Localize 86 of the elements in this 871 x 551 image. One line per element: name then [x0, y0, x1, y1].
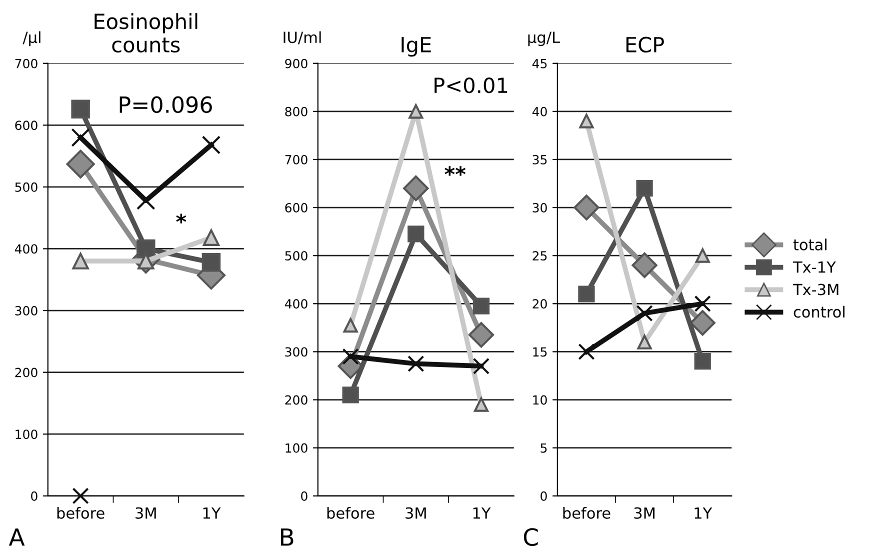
text: C — [524, 528, 538, 546]
point — [66, 150, 95, 178]
annotation: * — [176, 214, 186, 224]
y-tick-label: 5 — [540, 443, 547, 453]
point — [408, 226, 424, 242]
annotation: P<0.01 — [434, 77, 508, 94]
annotation: ** — [444, 166, 466, 176]
y-axis-title: /μl — [22, 31, 40, 46]
point — [694, 352, 711, 370]
y-tick-label: 15 — [533, 347, 547, 357]
y-tick-label: 35 — [532, 154, 547, 164]
y-tick-label: 400 — [14, 244, 38, 254]
x-tick-label: 1Y — [694, 507, 712, 519]
point — [72, 488, 89, 504]
point — [342, 348, 359, 365]
y-tick-label: 400 — [284, 299, 308, 309]
y-tick-label: 900 — [285, 58, 308, 68]
y-axis-title: μg/L — [528, 32, 560, 46]
point — [472, 298, 490, 314]
chart-title: IgE — [402, 37, 431, 57]
point — [408, 355, 424, 372]
point — [694, 295, 711, 312]
point — [578, 286, 595, 302]
annotation: P=0.096 — [120, 96, 212, 114]
x-tick-label: 1Y — [203, 507, 221, 519]
text: B — [281, 528, 294, 546]
point — [71, 100, 90, 118]
y-tick-label: 200 — [285, 395, 308, 405]
point — [636, 304, 653, 322]
x-tick-label: 1Y — [473, 507, 491, 519]
point — [342, 386, 359, 404]
y-tick-label: 25 — [532, 251, 547, 261]
point — [72, 252, 89, 270]
chart-title: Eosinophil counts — [94, 13, 198, 53]
point — [343, 318, 358, 333]
point — [579, 114, 594, 128]
point — [474, 397, 489, 412]
x-tick-label: before — [327, 507, 374, 519]
y-tick-label: 10 — [533, 395, 547, 405]
point — [468, 322, 494, 348]
point — [636, 180, 653, 197]
point — [202, 252, 221, 272]
y-tick-label: 30 — [532, 203, 547, 212]
x-tick-label: 3M — [406, 507, 426, 519]
legend-label: total — [793, 238, 826, 250]
y-tick-label: 700 — [285, 154, 308, 164]
legend-label: control — [794, 306, 844, 318]
point — [408, 104, 424, 119]
y-tick-label: 0 — [540, 491, 547, 501]
point — [71, 128, 90, 147]
point — [574, 194, 600, 220]
y-tick-label: 100 — [286, 443, 308, 453]
point — [578, 343, 595, 360]
y-tick-label: 45 — [532, 59, 547, 68]
y-tick-label: 600 — [15, 120, 38, 130]
legend-label: Tx-3M — [792, 284, 838, 296]
chart-title: ECP — [626, 36, 664, 53]
x-tick-label: before — [563, 507, 610, 519]
y-tick-label: 600 — [285, 203, 308, 212]
legend-label: Tx-1Y — [792, 261, 836, 273]
y-tick-label: 800 — [285, 106, 308, 116]
y-tick-label: 40 — [532, 106, 547, 116]
point — [695, 248, 710, 263]
y-tick-label: 200 — [15, 368, 38, 378]
y-tick-label: 500 — [285, 251, 308, 261]
text: A — [8, 528, 25, 546]
x-tick-label: 3M — [634, 507, 654, 519]
point — [690, 310, 716, 336]
y-tick-label: 20 — [532, 299, 547, 309]
y-tick-label: 0 — [31, 491, 38, 501]
y-tick-label: 700 — [15, 58, 38, 68]
y-tick-label: 100 — [16, 430, 38, 440]
point — [202, 136, 221, 154]
point — [202, 229, 220, 246]
point — [632, 252, 658, 278]
x-tick-label: before — [57, 507, 104, 519]
y-tick-label: 300 — [15, 306, 38, 316]
point — [403, 175, 429, 202]
y-tick-label: 300 — [285, 347, 308, 357]
point — [472, 358, 490, 374]
point — [637, 334, 652, 350]
y-axis-title: IU/ml — [284, 31, 321, 44]
x-tick-label: 3M — [136, 507, 156, 519]
point — [136, 239, 156, 258]
y-tick-label: 0 — [301, 491, 308, 501]
y-tick-label: 500 — [15, 182, 38, 192]
